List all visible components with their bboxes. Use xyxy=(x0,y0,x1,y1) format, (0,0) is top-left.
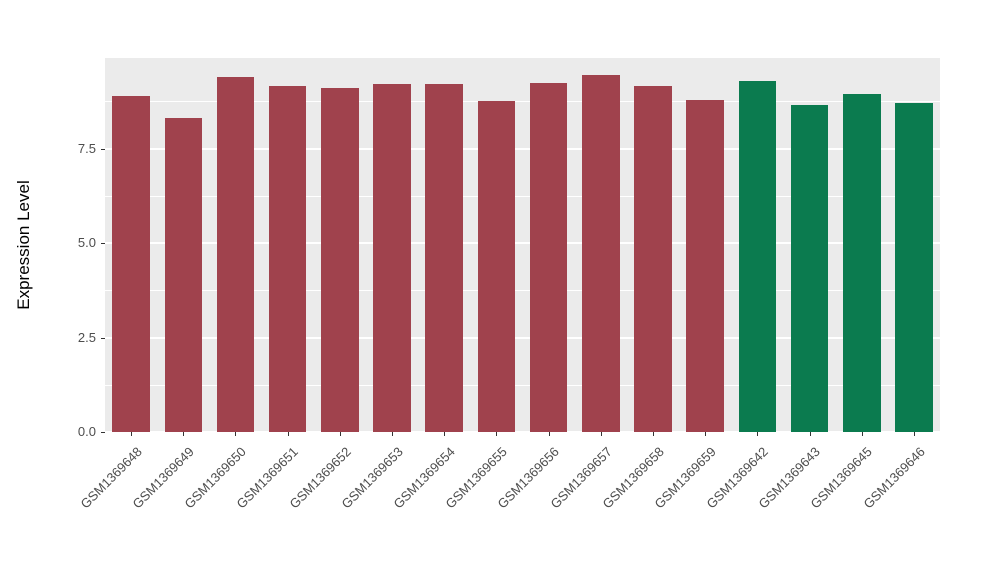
gridline-minor xyxy=(105,195,940,197)
y-tick-mark xyxy=(101,243,105,245)
bar-slot xyxy=(262,58,314,432)
x-tick-mark xyxy=(444,432,446,436)
gridline-minor xyxy=(105,101,940,103)
bar-slot xyxy=(575,58,627,432)
bar-slot xyxy=(783,58,835,432)
bar-slot xyxy=(470,58,522,432)
bar-GSM1369645 xyxy=(842,93,881,432)
bar-slot xyxy=(209,58,261,432)
bar-slot xyxy=(627,58,679,432)
bar-GSM1369654 xyxy=(425,84,463,432)
x-tick-mark xyxy=(913,432,915,436)
bar-slot xyxy=(314,58,366,432)
gridline-major xyxy=(105,431,940,433)
gridline-major xyxy=(105,242,940,245)
x-tick-mark xyxy=(548,432,550,436)
x-tick-mark xyxy=(287,432,289,436)
gridline-minor xyxy=(105,290,940,292)
x-tick-mark xyxy=(496,432,498,436)
y-axis-title-text: Expression Level xyxy=(14,180,33,310)
y-tick-label: 2.5 xyxy=(77,329,96,345)
bar-GSM1369657 xyxy=(582,75,620,432)
x-tick-mark xyxy=(861,432,863,436)
bar-slot xyxy=(679,58,731,432)
x-tick-mark xyxy=(705,432,707,436)
x-tick-mark xyxy=(339,432,341,436)
bar-slot xyxy=(836,58,888,432)
x-tick-mark xyxy=(392,432,394,436)
bar-GSM1369648 xyxy=(112,95,150,432)
bar-GSM1369643 xyxy=(790,105,829,432)
bar-GSM1369642 xyxy=(738,80,777,432)
x-tick-mark xyxy=(131,432,133,436)
bar-GSM1369659 xyxy=(686,99,724,432)
y-tick-mark xyxy=(101,148,105,150)
x-tick-mark xyxy=(183,432,185,436)
bar-slot xyxy=(418,58,470,432)
bar-slot xyxy=(105,58,157,432)
bar-GSM1369653 xyxy=(373,84,411,432)
y-tick-mark xyxy=(101,337,105,339)
y-tick-label: 5.0 xyxy=(77,235,96,251)
bar-slot xyxy=(523,58,575,432)
y-tick-label: 7.5 xyxy=(77,140,96,156)
bar-GSM1369650 xyxy=(216,76,255,432)
bar-GSM1369652 xyxy=(321,88,359,432)
x-tick-mark xyxy=(600,432,602,436)
x-tick-mark xyxy=(652,432,654,436)
bar-GSM1369655 xyxy=(477,101,516,432)
chart-panel xyxy=(105,58,940,433)
x-tick-mark xyxy=(757,432,759,436)
y-tick-mark xyxy=(101,432,105,433)
bar-GSM1369658 xyxy=(634,86,672,432)
bar-GSM1369651 xyxy=(268,86,307,432)
bar-GSM1369656 xyxy=(529,82,568,432)
x-tick-mark xyxy=(235,432,237,436)
bar-GSM1369646 xyxy=(895,103,933,432)
bar-slot xyxy=(157,58,209,432)
bar-slot xyxy=(888,58,940,432)
bar-slot xyxy=(366,58,418,432)
gridline-minor xyxy=(105,384,940,386)
bar-GSM1369649 xyxy=(164,118,203,432)
gridline-major xyxy=(105,336,940,339)
y-tick-label: 0.0 xyxy=(77,424,96,439)
bar-slot xyxy=(731,58,783,432)
x-tick-mark xyxy=(809,432,811,436)
gridline-major xyxy=(105,147,940,150)
